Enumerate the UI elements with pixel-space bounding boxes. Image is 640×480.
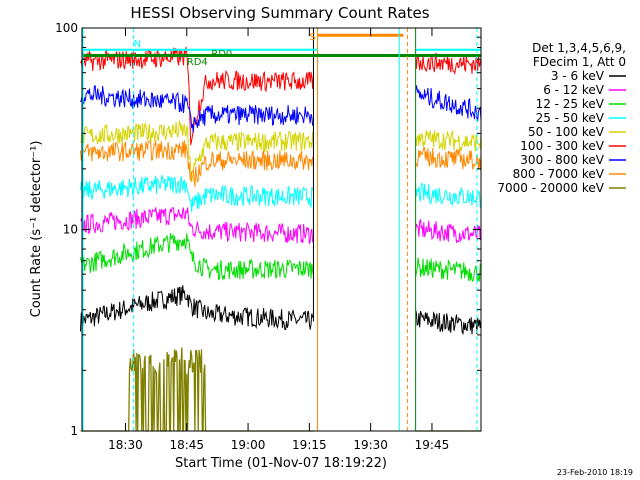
- y-axis-label: Count Rate (s⁻¹ detector⁻¹): [29, 141, 44, 318]
- legend-label-7000-20000-kev: 7000 - 20000 keV: [497, 181, 604, 195]
- series-25-50-kev: [80, 174, 482, 213]
- legend-label-50-100-kev: 50 - 100 keV: [528, 125, 605, 139]
- series-100-300-kev-segment-1: [80, 46, 314, 146]
- series-6-12-kev-segment-2: [415, 218, 482, 244]
- annotation-rd0: RD0: [211, 49, 232, 60]
- y-tick-label-10: 10: [63, 223, 78, 237]
- series-100-300-kev: [80, 46, 482, 146]
- series-800-7000-kev: [80, 139, 482, 187]
- x-tick-label-19:45: 19:45: [415, 438, 450, 452]
- x-tick-label-19:30: 19:30: [353, 438, 388, 452]
- series-50-100-kev: [80, 119, 482, 183]
- series-300-800-kev: [80, 85, 482, 133]
- x-tick-label-19:15: 19:15: [292, 438, 327, 452]
- series-50-100-kev-segment-2: [415, 129, 482, 152]
- annotation-rd4: RD4: [187, 57, 208, 68]
- series-12-25-kev: [80, 233, 482, 283]
- series-50-100-kev-segment-1: [80, 119, 314, 183]
- series-800-7000-kev-segment-2: [415, 147, 482, 171]
- series-6-12-kev: [80, 206, 482, 244]
- x-tick-label-18:30: 18:30: [108, 438, 143, 452]
- legend-label-12-25-kev: 12 - 25 keV: [536, 97, 605, 111]
- x-axis-label: Start Time (01-Nov-07 18:19:22): [175, 456, 387, 471]
- legend-header-line-1: Det 1,3,4,5,6,9,: [532, 41, 626, 55]
- legend-label-100-300-kev: 100 - 300 keV: [520, 139, 604, 153]
- legend-header-line-2: FDecim 1, Att 0: [533, 55, 626, 69]
- series-300-800-kev-segment-2: [415, 85, 482, 122]
- series-3-6-kev: [80, 285, 482, 335]
- chart-title: HESSI Observing Summary Count Rates: [130, 4, 429, 22]
- x-tick-label-19:00: 19:00: [231, 438, 266, 452]
- x-tick-label-18:45: 18:45: [169, 438, 204, 452]
- axis-layer: 18:30 18:45 19:00 19:15 19:30 19:45 1 10 100: [55, 21, 481, 452]
- legend: Det 1,3,4,5,6,9, FDecim 1, Att 0 3 - 6 k…: [497, 41, 626, 195]
- series-12-25-kev-segment-2: [415, 257, 482, 283]
- legend-label-3-6-kev: 3 - 6 keV: [551, 69, 605, 83]
- annotation-s: S: [309, 32, 315, 43]
- data-layer: [80, 46, 482, 432]
- series-3-6-kev-segment-1: [80, 285, 314, 332]
- y-tick-label-1: 1: [70, 424, 78, 438]
- series-800-7000-kev-segment-1: [80, 139, 314, 187]
- footer-timestamp: 23-Feb-2010 18:19: [557, 468, 633, 477]
- series-6-12-kev-segment-1: [80, 206, 314, 244]
- series-300-800-kev-segment-1: [80, 85, 314, 133]
- series-3-6-kev-segment-2: [415, 309, 482, 335]
- series-25-50-kev-segment-2: [415, 183, 482, 209]
- series-12-25-kev-segment-1: [80, 233, 314, 281]
- annotation-n: N: [134, 39, 141, 50]
- legend-label-800-7000-kev: 800 - 7000 keV: [513, 167, 605, 181]
- series-25-50-kev-segment-1: [80, 174, 314, 213]
- legend-label-6-12-kev: 6 - 12 keV: [543, 83, 605, 97]
- series-100-300-kev-segment-2: [415, 52, 482, 76]
- y-tick-label-100: 100: [55, 21, 78, 35]
- series-7000-20000-kev: [80, 347, 481, 432]
- legend-label-25-50-kev: 25 - 50 keV: [536, 111, 605, 125]
- flare-spike: [312, 28, 319, 431]
- series-7000-20000-kev-segment-1: [80, 347, 314, 432]
- legend-label-300-800-kev: 300 - 800 keV: [520, 153, 604, 167]
